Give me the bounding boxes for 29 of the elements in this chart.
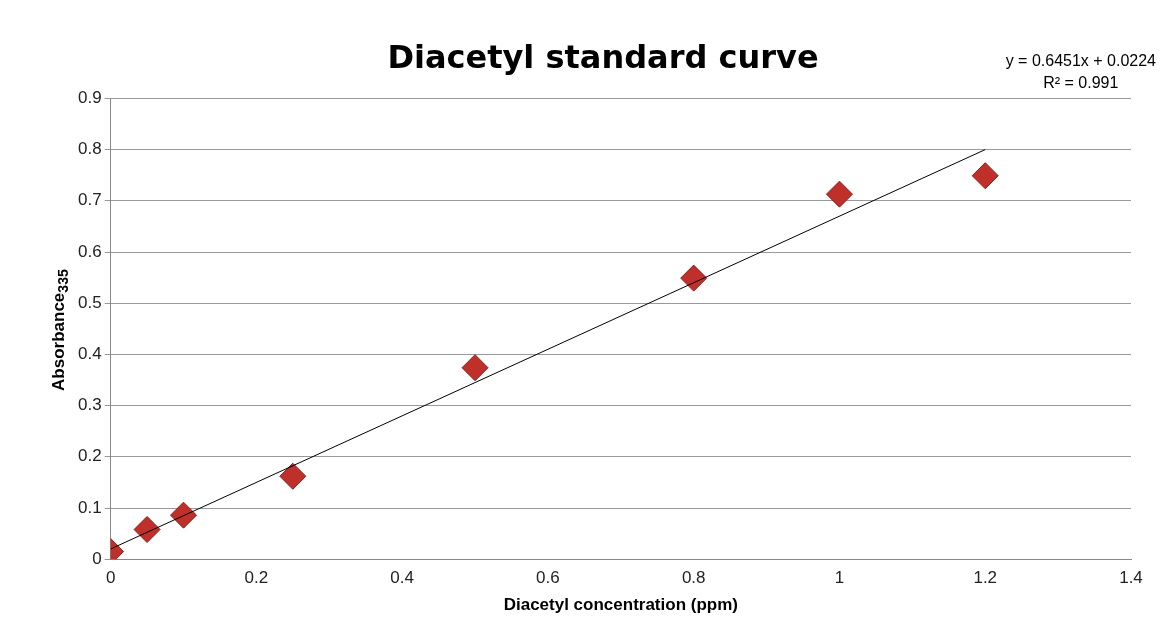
x-tick-label: 0.6 — [536, 568, 560, 588]
x-tick-label: 0 — [105, 568, 116, 588]
point — [279, 462, 307, 490]
y-tick-label: 0.6 — [77, 241, 102, 261]
point — [170, 501, 198, 529]
y-tick-label: 0.5 — [77, 292, 102, 312]
point — [680, 264, 708, 292]
x-tick-label: 0.2 — [244, 568, 269, 588]
text: R² = 0.991 — [1042, 73, 1120, 93]
y-tick-label: 0.8 — [77, 139, 102, 159]
x-tick-label: 1.2 — [973, 568, 998, 588]
x-axis-title: Diacetyl concentration (ppm) — [503, 595, 738, 615]
y-tick-label: 0.3 — [77, 395, 102, 415]
y-tick-label: 0.4 — [77, 344, 102, 364]
y-tick-label: 0.9 — [77, 88, 102, 108]
point — [133, 516, 161, 543]
point — [825, 180, 853, 208]
x-tick-label: 1.4 — [1119, 568, 1143, 588]
y-tick-label: 0.2 — [77, 446, 102, 466]
point — [461, 354, 489, 382]
chart-title: Diacetyl standard curve — [387, 37, 819, 76]
y-tick-label: 0.1 — [77, 497, 102, 517]
x-tick-label: 1 — [834, 568, 845, 588]
point — [971, 162, 999, 190]
x-tick-label: 0.8 — [681, 568, 706, 588]
y-tick-label: 0.7 — [77, 190, 102, 210]
y-tick-label: 0 — [92, 548, 102, 568]
x-tick-label: 0.4 — [390, 568, 414, 588]
text: y = 0.6451x + 0.0224 — [1005, 51, 1156, 71]
